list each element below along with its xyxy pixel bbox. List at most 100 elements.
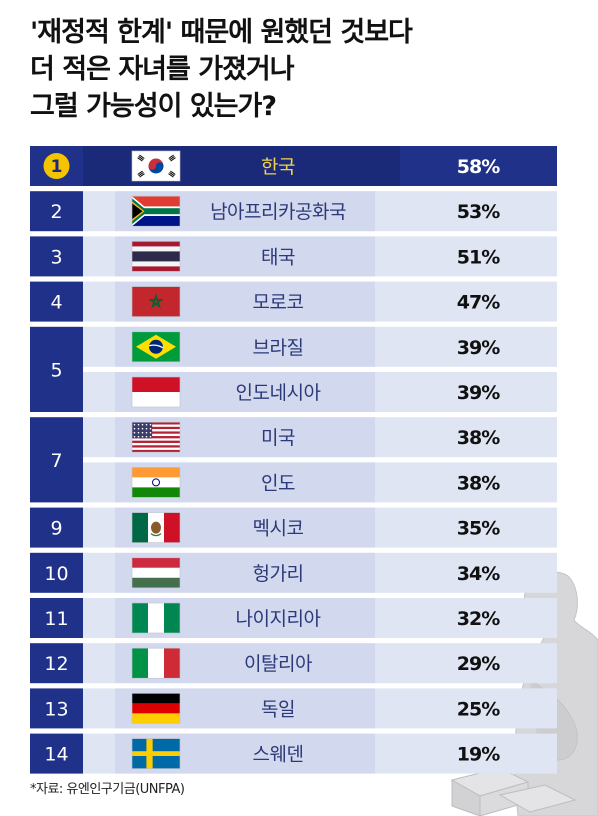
- rank-background: [30, 236, 83, 277]
- table-row: 인도네시아 39%: [83, 372, 557, 412]
- rank-number: 13: [44, 698, 68, 720]
- country-name: 모로코: [253, 292, 304, 314]
- rank-background: [30, 507, 83, 548]
- rank-cell: 2: [30, 191, 83, 232]
- rank-number: 11: [44, 608, 68, 630]
- germany-flag-icon: [131, 693, 181, 724]
- country-name: 남아프리카공화국: [210, 201, 346, 223]
- table-row: 이탈리아 29%: [83, 643, 557, 684]
- value-label: 32%: [457, 608, 500, 630]
- rank-number: 14: [44, 744, 68, 766]
- rank-cell: 7: [30, 417, 83, 503]
- rank-cell: 12: [30, 643, 83, 684]
- rank-background: [30, 733, 83, 774]
- rank-cell: 14: [30, 733, 83, 774]
- rank-number: 7: [50, 450, 62, 472]
- value-label: 39%: [457, 337, 500, 359]
- country-name: 독일: [261, 698, 295, 720]
- table-row: 인도 38%: [83, 462, 557, 503]
- row-background: [83, 146, 400, 186]
- rank-number: 4: [50, 292, 62, 314]
- chart-title: '재정적 한계' 때문에 원했던 것보다 더 적은 자녀를 가졌거나 그럴 가능…: [30, 14, 550, 125]
- country-name: 헝가리: [253, 563, 304, 585]
- value-label: 47%: [457, 292, 500, 314]
- country-name: 태국: [261, 246, 295, 268]
- table-row: 헝가리 34%: [83, 552, 557, 593]
- table-row: 나이지리아 32%: [83, 598, 557, 638]
- rank-badge: [43, 153, 70, 179]
- country-name: 나이지리아: [236, 608, 321, 630]
- row-value-background: [400, 146, 557, 186]
- rank-cell: 4: [30, 281, 83, 322]
- rank-background: [30, 643, 83, 684]
- table-row: 태국 51%: [83, 236, 557, 277]
- value-label: 51%: [457, 246, 500, 268]
- italy-flag-icon: [131, 647, 181, 679]
- table-row: 멕시코 35%: [83, 507, 557, 548]
- country-name: 인도: [261, 472, 295, 494]
- title-line-1: '재정적 한계' 때문에 원했던 것보다: [30, 17, 413, 48]
- south-africa-flag-icon: [131, 195, 181, 227]
- rank-number: 12: [44, 653, 68, 675]
- rank-cell: 1: [30, 146, 83, 186]
- value-label: 38%: [457, 472, 500, 494]
- mexico-flag-icon: [131, 512, 181, 543]
- rank-cell: 9: [30, 507, 83, 548]
- rank-number: 2: [50, 201, 62, 223]
- title-line-2: 더 적은 자녀를 가졌거나: [30, 54, 295, 85]
- indonesia-flag-icon: [131, 376, 181, 408]
- india-flag-icon: [131, 467, 181, 498]
- rank-cell: 3: [30, 236, 83, 277]
- table-row: 한국 58%: [83, 146, 557, 186]
- country-name: 브라질: [253, 337, 304, 359]
- value-label: 39%: [457, 382, 500, 404]
- table-row: 스웨덴 19%: [83, 733, 557, 774]
- table-row: 독일 25%: [83, 688, 557, 729]
- rank-background: [30, 191, 83, 232]
- usa-flag-icon: [131, 421, 181, 453]
- nigeria-flag-icon: [131, 602, 181, 634]
- table-row: 모로코 47%: [83, 281, 557, 322]
- rank-background: [30, 281, 83, 322]
- thailand-flag-icon: [131, 241, 181, 272]
- value-label: 58%: [457, 156, 500, 178]
- rank-background: [30, 552, 83, 593]
- rank-cell: 13: [30, 688, 83, 729]
- rank-number: 9: [50, 518, 62, 540]
- value-label: 38%: [457, 427, 500, 449]
- rank-background: [30, 417, 83, 503]
- morocco-flag-icon: [131, 286, 181, 317]
- rank-background: [30, 598, 83, 638]
- rank-cell: 11: [30, 598, 83, 638]
- sweden-flag-icon: [131, 738, 181, 769]
- value-label: 29%: [457, 653, 500, 675]
- value-label: 34%: [457, 563, 500, 585]
- value-label: 53%: [457, 201, 500, 223]
- country-name: 미국: [261, 427, 295, 449]
- value-label: 19%: [457, 744, 500, 766]
- south-korea-flag-icon: [131, 150, 181, 182]
- country-name: 스웨덴: [253, 744, 304, 766]
- rank-cell: 5: [30, 326, 83, 412]
- hungary-flag-icon: [131, 557, 181, 589]
- value-label: 35%: [457, 518, 500, 540]
- rank-background: [30, 326, 83, 412]
- country-name: 이탈리아: [244, 653, 312, 675]
- brazil-flag-icon: [131, 331, 181, 363]
- table-row: 남아프리카공화국 53%: [83, 191, 557, 232]
- table-row: 미국 38%: [83, 417, 557, 458]
- title-line-3: 그럴 가능성이 있는가?: [30, 91, 277, 122]
- country-name: 멕시코: [253, 518, 304, 540]
- rank-background: [30, 688, 83, 729]
- rank-number: 10: [44, 563, 68, 585]
- source-note: *자료: 유엔인구기금(UNFPA): [30, 782, 185, 797]
- rank-number: 5: [50, 359, 62, 381]
- rank-cell: 10: [30, 552, 83, 593]
- value-label: 25%: [457, 698, 500, 720]
- table-row: 브라질 39%: [83, 326, 557, 367]
- rank-number: 3: [50, 246, 62, 268]
- country-name: 한국: [261, 156, 295, 178]
- rank-number: 1: [51, 157, 63, 177]
- country-name: 인도네시아: [236, 382, 321, 404]
